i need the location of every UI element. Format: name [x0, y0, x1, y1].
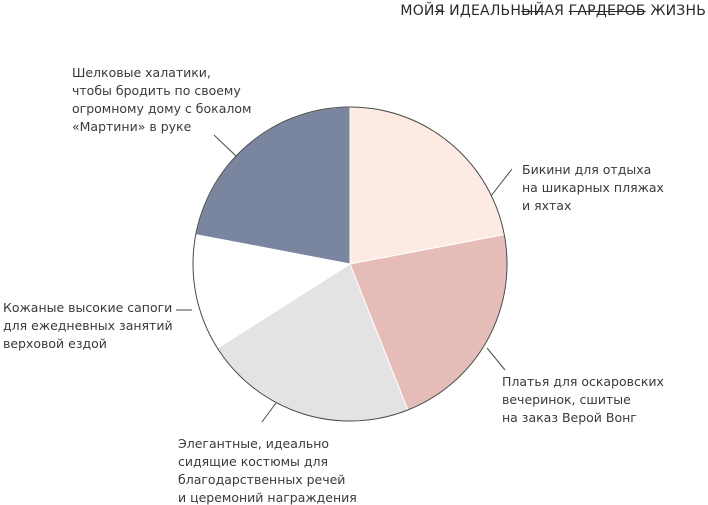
pie-outline: [192, 106, 508, 422]
slice-label-line: чтобы бродить по своему: [72, 83, 241, 98]
slice-label-line: верховой ездой: [3, 336, 107, 351]
slice-label-line: Платья для оскаровских: [502, 374, 664, 389]
slice-label-line: сидящие костюмы для: [178, 454, 328, 469]
slice-label-line: Шелковые халатики,: [72, 65, 211, 80]
leader-line-3: [261, 402, 277, 423]
slice-label-line: на шикарных пляжах: [522, 180, 664, 195]
leader-line-5: [213, 134, 237, 157]
chart-title: МОЙЯ ИДЕАЛЬНЫЙАЯ ГАРДЕРОБ ЖИЗНЬ: [400, 3, 706, 19]
slice-label-line: Кожаные высокие сапоги: [3, 300, 172, 315]
slice-label-line: вечеринок, сшитые: [502, 392, 631, 407]
slice-label-line: «Мартини» в руке: [72, 119, 192, 134]
title-part: МОЙ: [400, 3, 435, 19]
title-struck-part: ЫЙ: [521, 3, 545, 19]
leader-line-1: [490, 168, 513, 197]
slice-label-4: Кожаные высокие сапоги для ежедневных зан…: [3, 300, 173, 351]
slice-label-line: на заказ Верой Вонг: [502, 410, 637, 425]
slice-label-line: и церемоний награждения: [178, 490, 357, 505]
title-part: ЖИЗНЬ: [645, 3, 706, 19]
title-struck-part: ГАРДЕРОБ: [568, 3, 646, 19]
leader-line-2: [486, 347, 506, 371]
title-part: ИДЕАЛЬН: [444, 3, 522, 19]
slice-label-line: для ежедневных занятий: [3, 318, 173, 333]
title-struck-part: Я: [434, 3, 445, 19]
slice-label-2: Платья для оскаровских вечеринок, сшитые н…: [502, 374, 664, 425]
slice-label-line: и яхтах: [522, 198, 571, 213]
slice-label-line: благодарственных речей: [178, 472, 345, 487]
slice-label-1: Бикини для отдыха на шикарных пляжах и яхт…: [522, 162, 664, 213]
title-part: АЯ: [544, 3, 569, 19]
slice-label-line: Бикини для отдыха: [522, 162, 651, 177]
slice-label-line: огромному дому с бокалом: [72, 101, 251, 116]
slice-label-5: Шелковые халатики, чтобы бродить по своем…: [72, 65, 251, 134]
slice-label-3: Элегантные, идеально сидящие костюмы для б…: [178, 436, 357, 505]
slice-label-line: Элегантные, идеально: [178, 436, 329, 451]
